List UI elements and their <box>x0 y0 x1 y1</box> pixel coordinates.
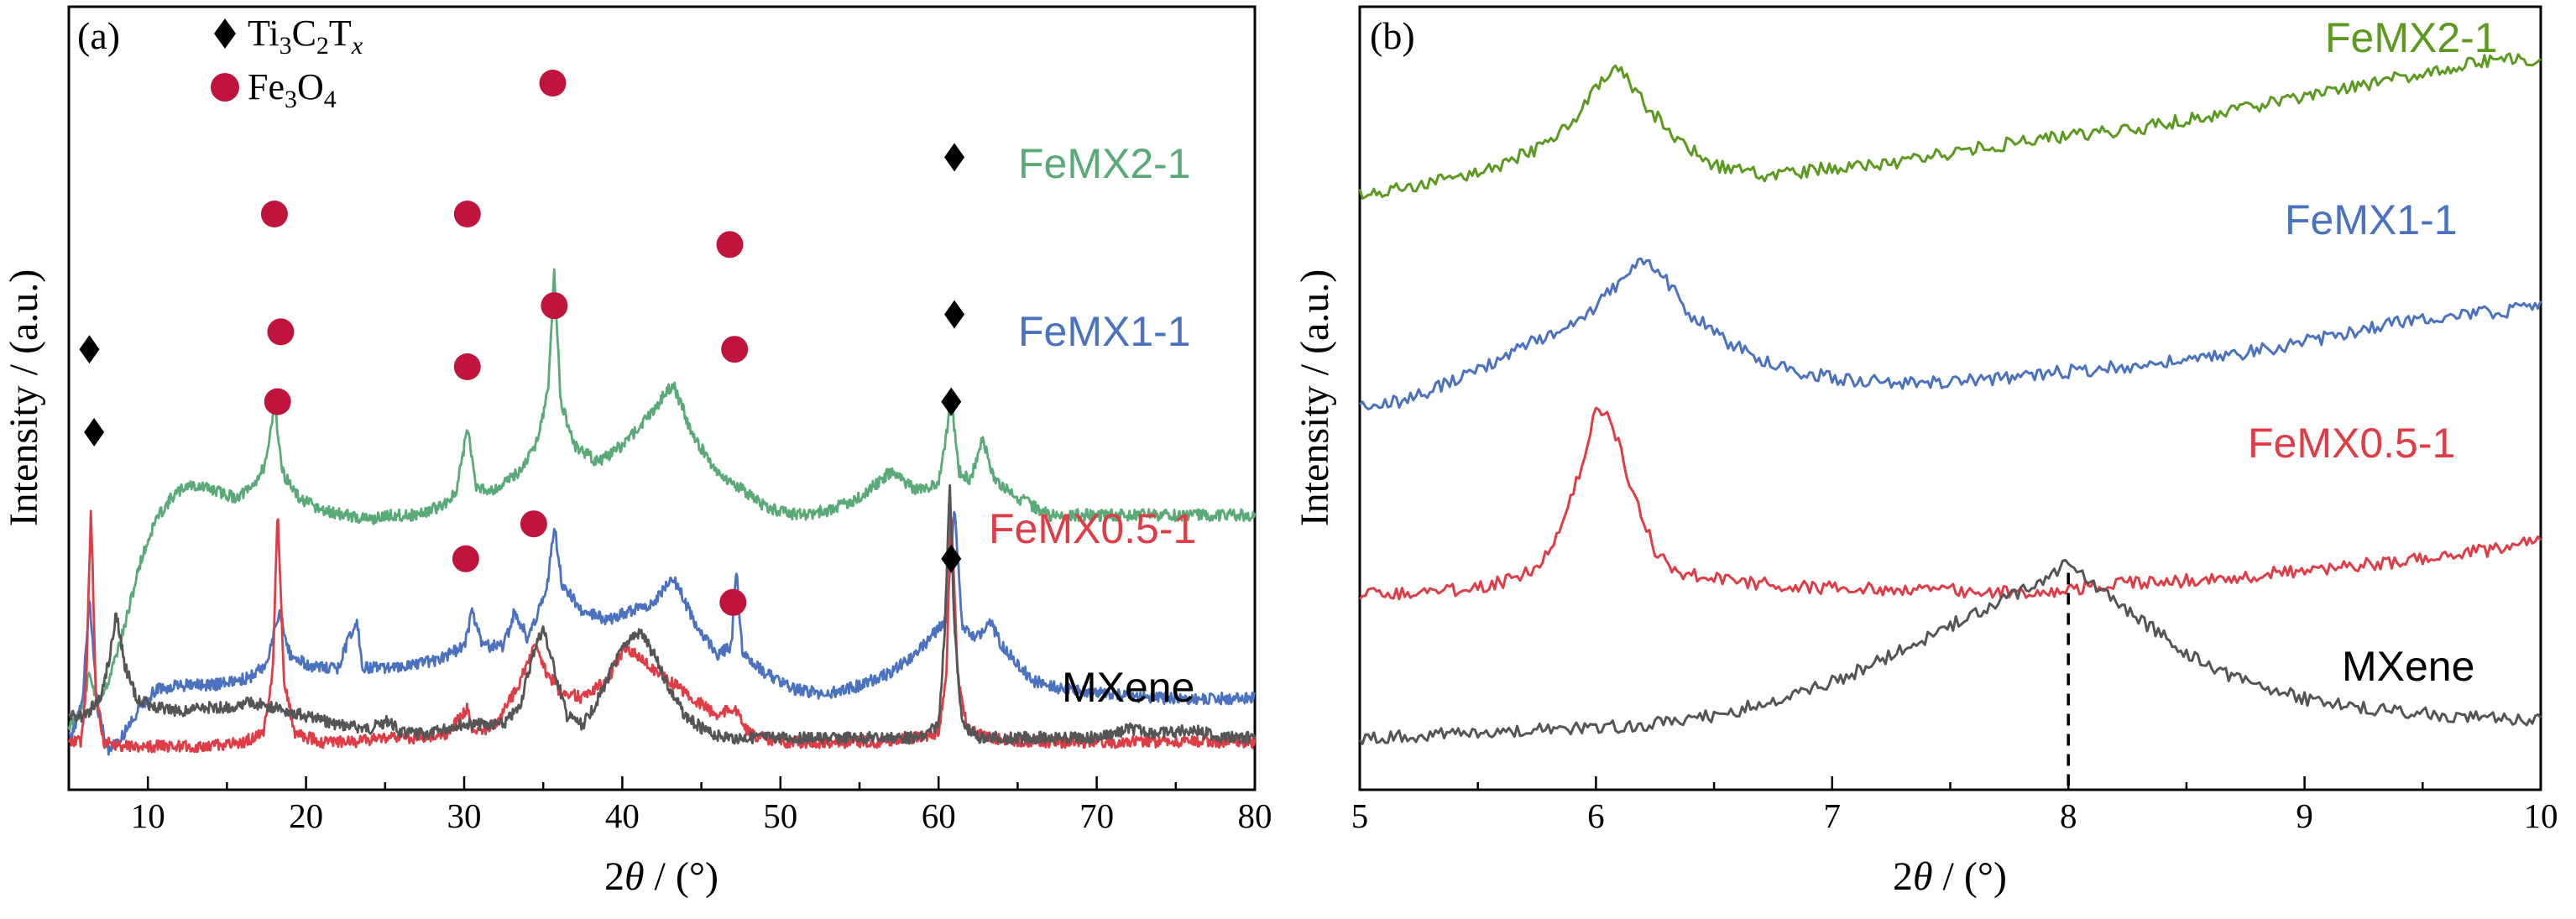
series-line-femx2-1 <box>67 268 1257 731</box>
fe3o4-peak-marker <box>539 70 567 97</box>
label-femx2-1-a: FeMX2-1 <box>1018 140 1191 187</box>
fe3o4-peak-marker <box>716 231 744 258</box>
series-line-femx1-1 <box>68 510 1257 756</box>
x-tick-label: 7 <box>1824 796 1842 835</box>
label-mxene-a: MXene <box>1062 664 1194 711</box>
x-tick-label: 30 <box>447 796 482 835</box>
panel-b-label: (b) <box>1370 14 1415 57</box>
ti3c2tx-peak-marker <box>944 300 965 329</box>
fe3o4-peak-marker <box>541 292 568 320</box>
x-tick-label: 9 <box>2296 796 2313 835</box>
fe3o4-peak-marker <box>260 201 288 227</box>
x-tick-label: 60 <box>922 796 956 835</box>
x-tick-label: 5 <box>1351 796 1369 835</box>
ti3c2tx-peak-marker <box>944 143 965 172</box>
x-tick-label: 20 <box>289 796 323 835</box>
label-femx0.5-1-b: FeMX0.5-1 <box>2248 420 2455 467</box>
legend-diamond-icon <box>214 18 236 49</box>
x-tick-label: 10 <box>2524 796 2558 835</box>
label-femx1-1-b: FeMX1-1 <box>2285 196 2458 243</box>
ti3c2tx-peak-marker <box>79 335 100 364</box>
ti3c2tx-peak-marker <box>84 418 105 446</box>
ti3c2tx-peak-marker <box>941 387 962 416</box>
x-tick-label: 50 <box>763 796 797 835</box>
legend-circle-icon <box>211 73 239 102</box>
panel-a-x-axis-title: 2θ / (°) <box>604 854 718 899</box>
fe3o4-peak-marker <box>453 201 481 227</box>
series-line-femx0-5-1 <box>1358 406 2542 601</box>
fe3o4-peak-marker <box>452 545 479 572</box>
label-mxene-b: MXene <box>2342 643 2474 690</box>
fe3o4-peak-marker <box>267 318 295 346</box>
fe3o4-peak-marker <box>453 353 481 380</box>
panel-a-x-ticks: 10 20 30 40 50 60 70 80 <box>67 776 1272 835</box>
x-tick-label: 8 <box>2060 796 2077 835</box>
fe3o4-peak-marker <box>721 336 749 363</box>
fe3o4-peak-marker <box>719 588 747 616</box>
series-line-mxene <box>1358 559 2542 745</box>
legend-ti3c2tx-label: Ti3C2Tx <box>248 13 363 60</box>
x-tick-label: 40 <box>605 796 640 835</box>
x-tick-label: 6 <box>1587 796 1605 835</box>
panel-b-y-axis-title: Intensity / (a.u.) <box>1293 269 1337 527</box>
series-line-mxene <box>67 483 1257 745</box>
legend-fe3o4-label: Fe3O4 <box>248 66 337 113</box>
panel-a-y-axis-title: Intensity / (a.u.) <box>2 269 46 527</box>
fe3o4-peak-marker <box>264 388 291 415</box>
panel-b-x-axis-title: 2θ / (°) <box>1893 854 2007 899</box>
x-tick-label: 80 <box>1238 796 1272 835</box>
label-femx2-1-b: FeMX2-1 <box>2325 14 2498 61</box>
panel-a-legend: Ti3C2Tx Fe3O4 <box>211 13 363 113</box>
panel-a-frame <box>67 5 1257 791</box>
panel-b: 5 6 7 8 9 10 (b) FeMX2-1 FeMX1-1 FeMX0.5-1 MX… <box>1293 5 2558 899</box>
label-femx1-1-a: FeMX1-1 <box>1018 308 1191 355</box>
label-femx0.5-1-a: FeMX0.5-1 <box>989 505 1196 552</box>
fe3o4-peak-marker <box>520 510 547 538</box>
panel-a-label: (a) <box>77 14 120 57</box>
panel-a: 10 20 30 40 50 60 70 80 (a) Ti3C2Tx Fe3O4 FeMX2… <box>2 5 1272 899</box>
series-line-femx1-1 <box>1358 257 2542 410</box>
ti3c2tx-peak-marker <box>941 544 962 573</box>
panel-b-series <box>1358 52 2542 745</box>
panel-a-series <box>67 268 1257 756</box>
x-tick-label: 70 <box>1079 796 1114 835</box>
panel-a-peak-markers <box>79 70 965 616</box>
panel-b-x-ticks: 5 6 7 8 9 10 <box>1351 776 2558 835</box>
x-tick-label: 10 <box>131 796 165 835</box>
series-line-femx2-1 <box>1358 52 2542 200</box>
